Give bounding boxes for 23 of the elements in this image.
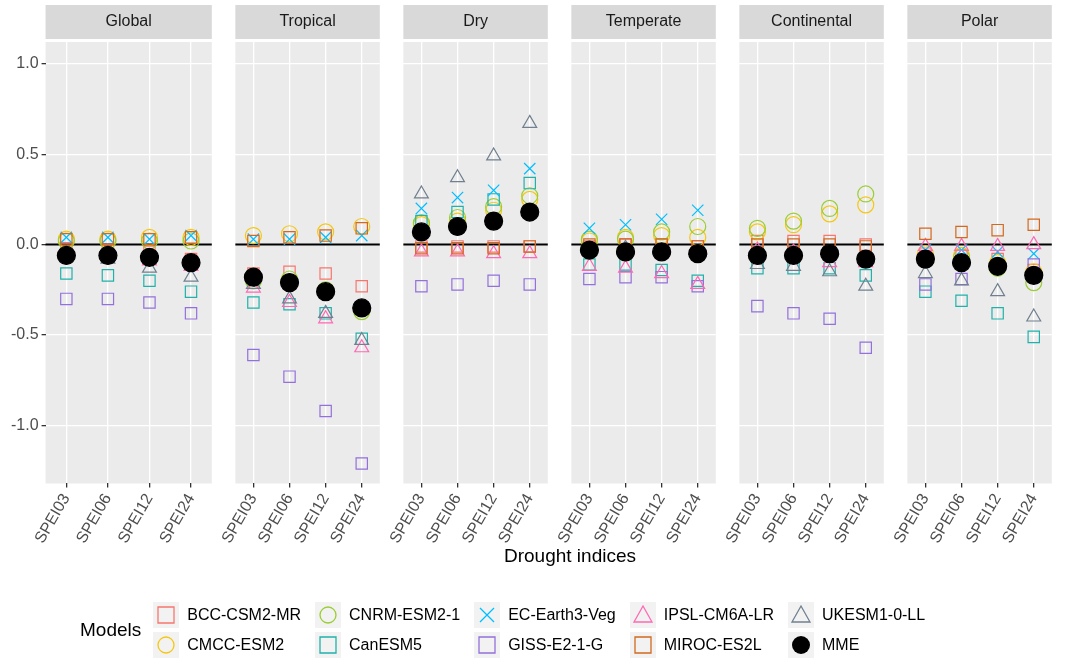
legend-label: EC-Earth3-Veg (508, 606, 616, 624)
chart-title: Temperate (605, 12, 682, 30)
legend-label: BCC-CSM2-MR (187, 606, 302, 624)
y-tick-label: 0.0 (16, 235, 39, 253)
legend-label: UKESM1-0-LL (822, 606, 926, 624)
chart-title: Tropical (279, 12, 336, 30)
legend-label: MIROC-ES2L (663, 636, 762, 654)
legend-label: GISS-E2-1-G (508, 636, 604, 654)
y-tick-label: 1.0 (16, 54, 39, 72)
chart-title: Dry (463, 12, 489, 30)
chart-title: Polar (960, 12, 999, 30)
chart-title: Global (105, 12, 152, 30)
y-tick-label: 0.5 (16, 144, 39, 162)
legend-label: CMCC-ESM2 (187, 636, 285, 654)
legend-label: IPSL-CM6A-LR (663, 606, 775, 624)
legend-label: CNRM-ESM2-1 (349, 606, 461, 624)
legend-label: MME (822, 636, 860, 654)
chart-title: Continental (771, 12, 853, 30)
legend-title: Models (80, 619, 142, 641)
legend-label: CanESM5 (349, 636, 422, 654)
y-tick-label: -0.5 (10, 325, 39, 343)
x-axis-title: Drought indices (503, 545, 637, 567)
y-tick-label: -1.0 (10, 415, 39, 433)
